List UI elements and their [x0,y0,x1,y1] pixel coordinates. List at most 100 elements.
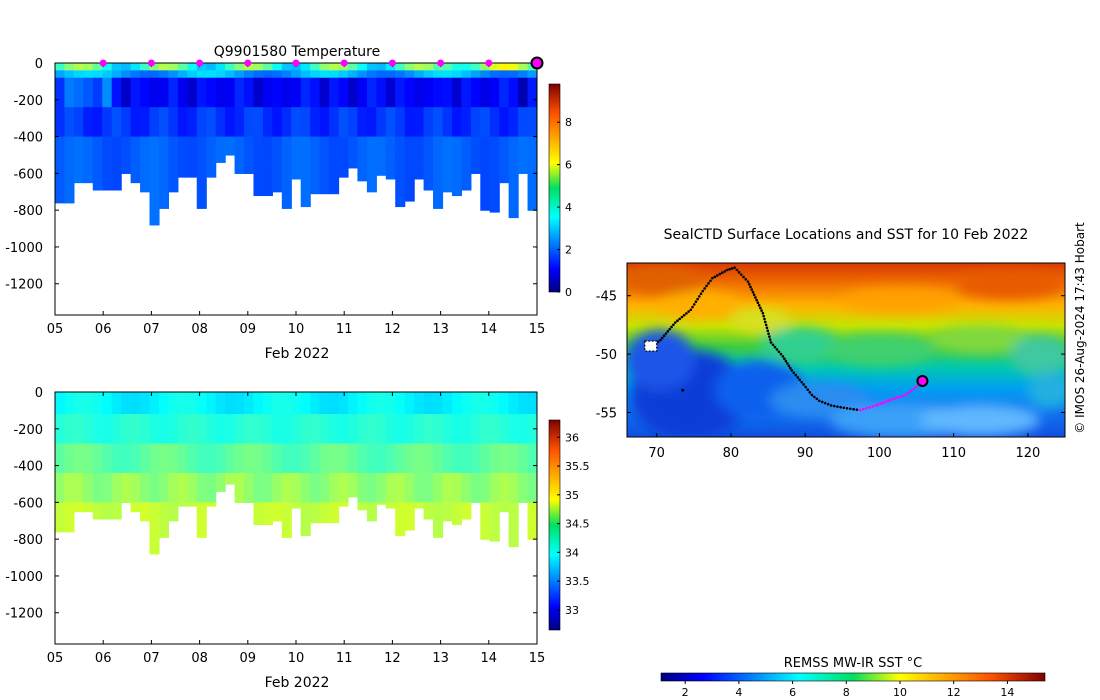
temperature-cell [281,180,292,189]
temperature-cell [499,121,510,130]
temperature-cell [177,63,188,71]
temperature-cell [83,136,94,145]
salinity-cell [385,502,396,509]
temperature-cell [499,92,510,101]
salinity-cell [480,465,491,474]
temperature-cell [158,143,170,152]
salinity-cell [338,428,349,437]
temperature-cell [451,63,462,71]
salinity-cell [111,414,122,423]
temperature-cell [442,180,453,189]
salinity-cell [291,502,302,509]
salinity-cell [244,458,255,467]
temperature-cell [442,188,453,193]
temperature-cell [281,92,292,101]
temperature-cell [480,158,491,167]
temperature-cell [300,136,311,145]
salinity-cell [253,509,264,518]
temperature-cell [376,70,387,79]
temperature-cell [489,195,500,204]
temperature-cell [385,166,396,174]
temperature-cell [338,70,349,79]
temperature-section-field [55,63,537,226]
salinity-cell [499,421,510,430]
temperature-cell [423,77,434,86]
salinity-cell [518,428,529,437]
salinity-cell [395,443,406,452]
temperature-cell [102,180,113,189]
temperature-cell [253,107,264,116]
track-point [664,332,668,335]
salinity-cell [527,517,537,526]
temperature-cell [196,136,207,145]
salinity-cell [404,450,415,459]
salinity-cell [376,436,387,445]
temperature-cell [149,121,160,130]
temperature-cell [234,121,245,130]
temperature-cell [461,92,472,101]
temperature-cell [442,63,453,71]
salinity-cell [451,502,462,511]
temperature-cell [508,107,519,116]
salinity-cell [102,450,113,459]
salinity-cell [480,421,491,430]
salinity-cell [489,421,500,430]
salinity-cell [168,414,179,423]
salinity-cell [329,436,340,445]
salinity-cell [225,392,236,400]
salinity-cell [433,428,444,437]
temperature-cell [272,173,283,182]
salinity-cell [451,472,462,481]
salinity-cell [319,436,330,445]
salinity-cell [272,517,283,522]
salinity-cell [319,472,330,481]
temperature-cell [291,92,302,101]
salinity-cell [83,428,94,437]
temperature-cell [83,63,94,71]
temperature-cell [357,136,368,145]
salinity-cell [168,436,179,445]
temperature-cell [404,121,415,130]
temperature-cell [385,70,396,79]
salinity-cell [121,480,132,489]
temperature-cell [319,63,330,71]
salinity-cell [291,406,302,415]
salinity-cell [196,421,207,430]
salinity-cell [130,406,141,415]
salinity-cell [168,495,179,503]
salinity-cell [196,450,207,459]
salinity-cell [508,509,519,518]
temperature-cell [215,77,226,86]
temperature-cell [64,166,75,174]
salinity-cell [111,428,122,437]
salinity-cell [470,414,481,423]
salinity-cell [423,436,434,445]
salinity-cell [234,399,245,408]
salinity-cell [376,458,387,467]
track-point [849,407,852,411]
salinity-cell [177,428,188,437]
temperature-cell [73,151,84,160]
temperature-cell [187,136,198,145]
temperature-cell [158,121,170,130]
salinity-cell [319,392,330,400]
temperature-cell [442,99,453,108]
salinity-cell [433,443,444,452]
temperature-cell [442,151,453,160]
salinity-cell [244,421,255,430]
track-point [815,397,819,401]
salinity-cell [338,487,349,496]
track-point [716,274,719,277]
temperature-cell [338,166,349,174]
salinity-cell [414,458,425,467]
temperature-cell [499,158,510,167]
temperature-cell [366,158,377,167]
salinity-cell [168,392,179,400]
map-y-tick-label: -45 [596,290,617,305]
salinity-cell [281,502,292,511]
salinity-cell [442,465,453,474]
temperature-cell [366,129,377,138]
salinity-cell [499,428,510,437]
temperature-cell [64,99,75,108]
